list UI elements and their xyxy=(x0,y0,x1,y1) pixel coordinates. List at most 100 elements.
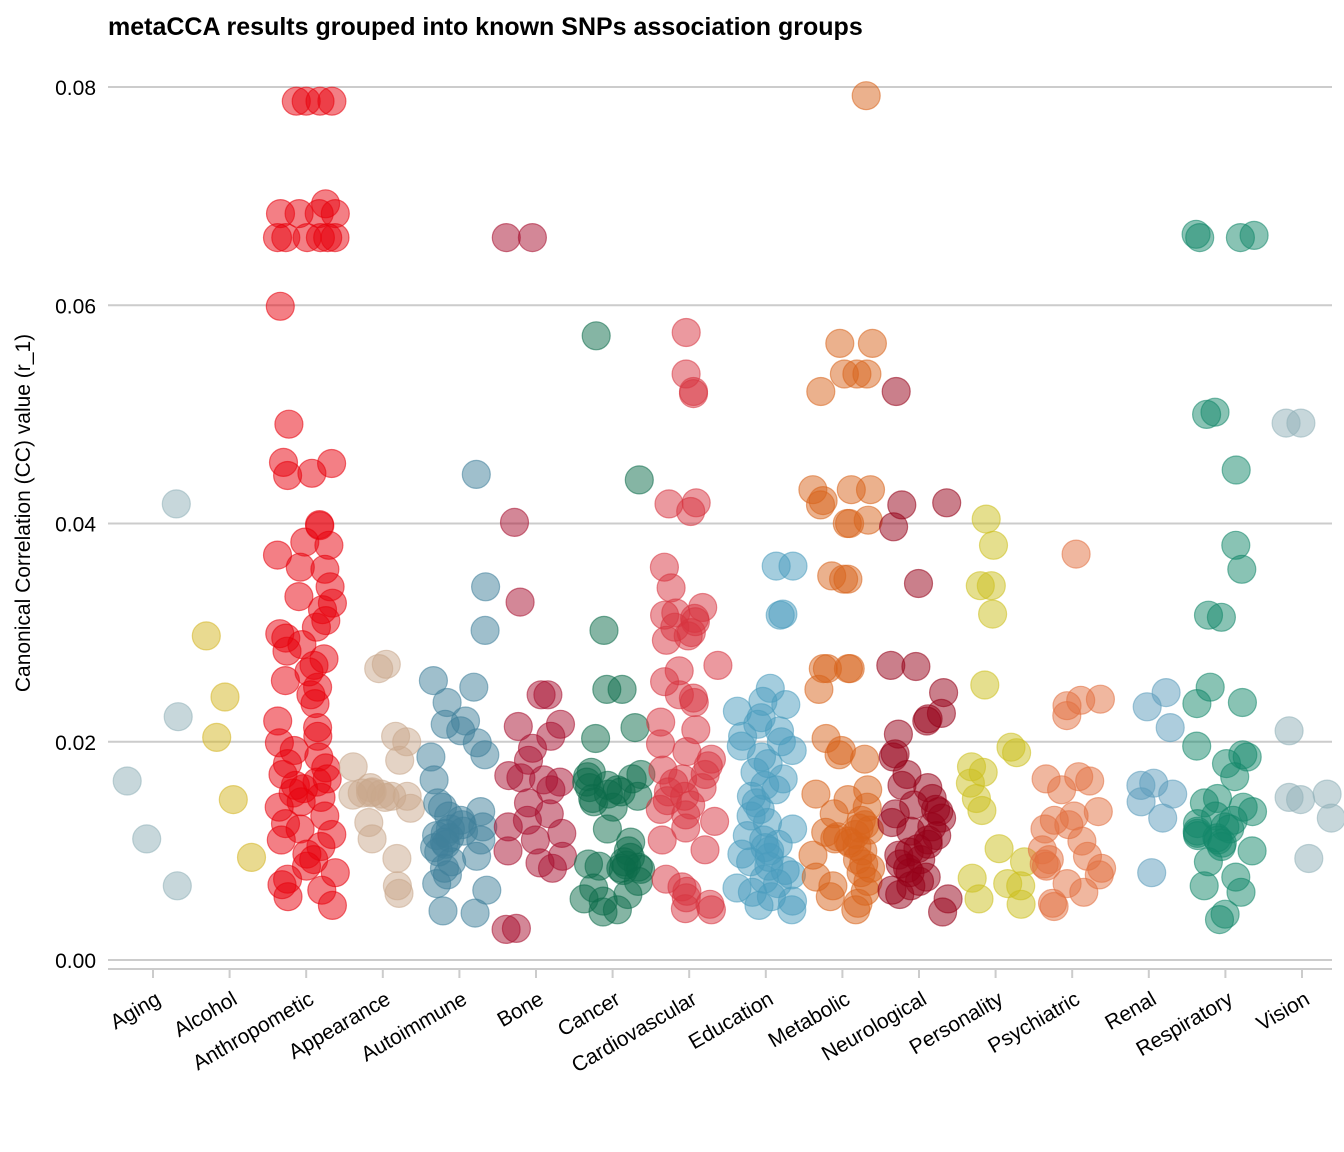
data-point-neurological xyxy=(881,376,911,407)
data-point-bone xyxy=(499,507,530,538)
data-point-renal xyxy=(1126,787,1156,817)
x-tick-label: Aging xyxy=(106,987,164,1034)
y-tick-label: 0.08 xyxy=(55,77,96,100)
data-point-cardiovascular xyxy=(690,835,720,865)
data-point-cardiovascular xyxy=(699,806,730,837)
x-tick-label: Renal xyxy=(1101,987,1160,1034)
data-point-vision xyxy=(1316,803,1344,833)
data-point-autoimmune xyxy=(459,672,489,702)
data-point-metabolic xyxy=(836,475,866,505)
data-point-respiratory xyxy=(1227,687,1258,718)
data-point-cancer xyxy=(607,674,637,705)
data-point-alcohol xyxy=(218,784,248,815)
data-point-aging xyxy=(161,489,191,519)
data-point-cardiovascular xyxy=(696,895,727,925)
data-point-anthropometic xyxy=(284,581,314,612)
data-point-psychiatric xyxy=(1039,891,1069,922)
data-point-education xyxy=(765,600,795,630)
data-point-appearance xyxy=(357,824,387,854)
data-point-aging xyxy=(132,824,162,854)
data-point-psychiatric xyxy=(1061,539,1091,569)
data-point-autoimmune xyxy=(470,740,500,770)
data-point-anthropometic xyxy=(313,223,343,253)
data-point-psychiatric xyxy=(1083,796,1113,827)
data-point-psychiatric xyxy=(1069,877,1099,907)
data-point-autoimmune xyxy=(460,898,490,928)
data-point-neurological xyxy=(912,706,942,736)
data-point-cancer xyxy=(580,723,611,754)
data-point-aging xyxy=(162,871,192,901)
data-point-respiratory xyxy=(1182,731,1212,761)
data-point-alcohol xyxy=(191,621,221,651)
data-point-neurological xyxy=(878,512,909,542)
data-point-renal xyxy=(1132,692,1162,722)
data-point-bone xyxy=(526,680,556,710)
data-point-personality xyxy=(977,599,1008,629)
data-point-autoimmune xyxy=(472,875,502,905)
data-point-autoimmune xyxy=(428,896,458,926)
data-point-vision xyxy=(1294,843,1324,874)
data-point-appearance xyxy=(384,878,414,909)
y-axis-label: Canonical Correlation (CC) value (r_1) xyxy=(12,334,35,692)
data-point-education xyxy=(771,689,801,720)
data-point-respiratory xyxy=(1182,688,1212,719)
data-point-respiratory xyxy=(1204,904,1235,935)
data-point-metabolic xyxy=(805,490,836,520)
data-point-cardiovascular xyxy=(676,496,706,527)
data-point-respiratory xyxy=(1220,762,1250,792)
data-point-appearance xyxy=(370,782,400,813)
data-point-anthropometic xyxy=(265,291,295,321)
data-point-metabolic xyxy=(849,744,880,774)
data-point-personality xyxy=(1006,889,1036,919)
data-point-anthropometic xyxy=(273,882,303,912)
data-point-appearance xyxy=(338,780,368,810)
data-point-renal xyxy=(1137,858,1167,888)
data-point-metabolic xyxy=(841,895,871,925)
data-point-neurological xyxy=(932,488,962,518)
data-point-education xyxy=(778,551,808,581)
data-point-renal xyxy=(1155,712,1185,743)
data-point-anthropometic xyxy=(317,890,347,921)
data-point-respiratory xyxy=(1193,847,1224,877)
data-point-vision xyxy=(1286,408,1316,438)
data-point-metabolic xyxy=(824,740,854,770)
data-point-bone xyxy=(493,836,523,866)
data-point-appearance xyxy=(382,843,412,874)
data-point-autoimmune xyxy=(462,841,492,871)
data-point-psychiatric xyxy=(1046,775,1077,805)
data-point-metabolic xyxy=(851,81,881,111)
data-point-cardiovascular xyxy=(645,794,675,825)
data-point-anthropometic xyxy=(274,409,304,439)
data-point-cardiovascular xyxy=(651,625,682,655)
data-point-respiratory xyxy=(1191,399,1222,429)
x-tick-label: Education xyxy=(685,987,777,1054)
data-point-psychiatric xyxy=(1031,851,1062,881)
data-point-anthropometic xyxy=(297,458,327,488)
data-point-respiratory xyxy=(1206,602,1237,632)
data-point-autoimmune xyxy=(461,459,491,489)
data-point-cancer xyxy=(623,781,653,811)
data-point-education xyxy=(777,895,807,925)
data-point-anthropometic xyxy=(285,552,315,582)
data-point-aging xyxy=(112,766,142,796)
data-point-cardiovascular xyxy=(703,650,733,681)
data-point-cardiovascular xyxy=(671,317,701,348)
data-point-metabolic xyxy=(842,359,872,389)
data-point-psychiatric xyxy=(1075,766,1105,796)
data-point-cardiovascular xyxy=(647,825,677,855)
data-point-cardiovascular xyxy=(671,813,701,843)
data-point-respiratory xyxy=(1189,871,1219,901)
data-point-respiratory xyxy=(1225,223,1256,253)
data-point-bone xyxy=(491,223,521,253)
data-point-personality xyxy=(965,571,995,601)
data-point-bone xyxy=(503,711,533,742)
data-point-appearance xyxy=(364,653,394,684)
data-point-alcohol xyxy=(236,842,267,873)
data-point-respiratory xyxy=(1185,223,1215,253)
data-point-bone xyxy=(491,914,521,945)
data-point-vision xyxy=(1312,779,1342,809)
data-point-personality xyxy=(964,884,994,914)
chart-title: metaCCA results grouped into known SNPs … xyxy=(108,13,863,41)
data-point-metabolic xyxy=(825,328,855,358)
